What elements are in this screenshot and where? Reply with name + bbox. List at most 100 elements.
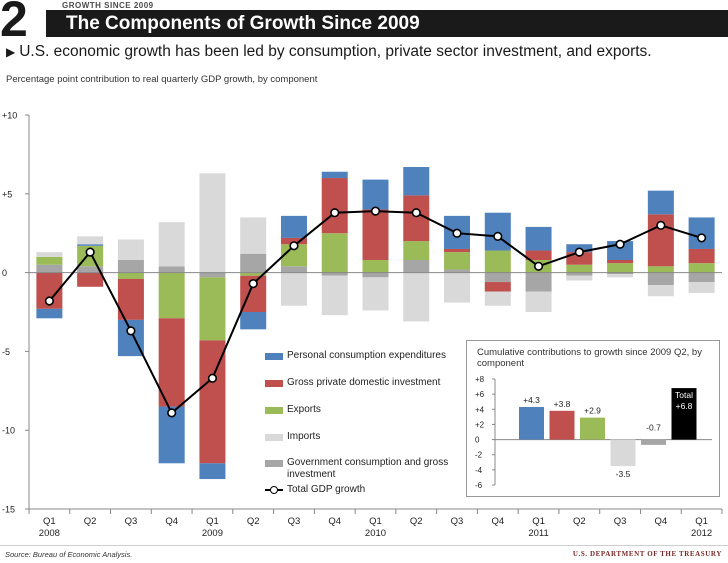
x-tick-label: Q3 <box>451 516 464 527</box>
inset-data-label: +3.8 <box>554 399 571 409</box>
x-tick-label: Q2 <box>247 516 260 527</box>
bar-imports <box>199 173 226 273</box>
x-tick-label: Q4 <box>491 516 504 527</box>
inset-data-label: -3.5 <box>616 469 631 479</box>
bar-government <box>525 272 552 292</box>
inset-chart: +8 +6 +4 +2 0 -2 -4 -6 +4.3 +3.8 +2.9 -3.5 -0.7 Total… <box>475 375 712 490</box>
bar-consumption <box>525 226 552 251</box>
legend-swatch-investment <box>265 380 283 387</box>
x-tick-label: Q4 <box>165 516 178 527</box>
bar-imports <box>525 291 552 312</box>
x-year-label: 2009 <box>202 528 223 539</box>
bar-exports <box>647 266 674 273</box>
total-gdp-point <box>411 208 421 218</box>
headline: ▶ U.S. economic growth has been led by co… <box>6 43 652 61</box>
bar-exports <box>36 256 63 265</box>
bar-government <box>362 272 389 278</box>
total-gdp-point <box>85 247 95 257</box>
bar-government <box>240 253 267 273</box>
inset-data-label: +4.3 <box>523 395 540 405</box>
total-gdp-point <box>207 373 218 383</box>
bar-imports <box>240 217 267 254</box>
x-year-label: 2012 <box>691 528 712 539</box>
slide-number: 2 <box>0 0 28 47</box>
x-tick-label: Q2 <box>573 516 586 527</box>
total-gdp-point <box>44 296 54 306</box>
bar-exports <box>240 272 267 276</box>
bar-investment <box>77 272 104 287</box>
bar-exports <box>321 233 348 273</box>
legend-swatch-exports <box>265 407 283 414</box>
total-gdp-point <box>248 279 258 289</box>
bar-government <box>117 259 144 273</box>
legend-label: Imports <box>287 431 321 442</box>
y-tick-label: +10 <box>2 111 17 121</box>
inset-y-tick-label: -2 <box>475 451 483 460</box>
bar-imports <box>607 274 634 278</box>
x-year-label: 2008 <box>39 528 60 539</box>
page-title: The Components of Growth Since 2009 <box>66 13 420 34</box>
total-gdp-point <box>370 206 381 216</box>
bar-government <box>688 272 715 283</box>
bar-exports <box>484 250 511 273</box>
footer-rule <box>0 545 728 546</box>
legend-item-total: Total GDP growth <box>265 484 365 508</box>
inset-y-tick-label: +4 <box>475 405 485 414</box>
total-gdp-line-layer <box>44 206 707 418</box>
bar-government <box>321 272 348 276</box>
inset-y-tick-label: +6 <box>475 390 485 399</box>
y-tick-label: -5 <box>2 347 10 357</box>
bar-imports <box>117 239 144 260</box>
bar-exports <box>688 263 715 273</box>
total-gdp-point <box>493 231 503 241</box>
y-tick-label: -15 <box>2 505 15 515</box>
bar-imports <box>77 236 104 245</box>
bar-consumption <box>36 308 63 319</box>
bar-consumption <box>647 190 674 215</box>
bar-exports <box>362 259 389 273</box>
bar-investment <box>688 248 715 264</box>
bar-investment <box>158 318 185 407</box>
bar-consumption <box>321 171 348 179</box>
inset-y-tick-label: -4 <box>475 466 483 475</box>
bar-imports <box>158 222 185 267</box>
bar-government <box>607 272 634 275</box>
bar-imports <box>362 277 389 311</box>
bar-investment <box>607 259 634 264</box>
total-gdp-point <box>330 208 340 218</box>
x-tick-label: Q3 <box>125 516 138 527</box>
legend-item-consumption: Personal consumption expenditures <box>265 350 446 374</box>
bar-consumption <box>362 179 389 210</box>
bar-consumption <box>403 167 430 196</box>
legend-swatch-consumption <box>265 353 283 360</box>
bar-government <box>403 259 430 273</box>
bar-government <box>158 266 185 273</box>
bar-imports <box>321 275 348 316</box>
bar-exports <box>403 241 430 260</box>
inset-y-tick-label: -6 <box>475 481 483 490</box>
legend-label: Exports <box>287 404 321 415</box>
total-gdp-point <box>574 247 584 257</box>
bar-imports <box>36 252 63 257</box>
source-note: Source: Bureau of Economic Analysis. <box>5 550 133 559</box>
bar-exports <box>607 263 634 273</box>
inset-data-label: +6.8 <box>676 401 693 411</box>
x-tick-label: Q1 <box>206 516 219 527</box>
x-tick-label: Q1 <box>43 516 56 527</box>
bar-exports <box>566 264 593 273</box>
bar-imports <box>688 282 715 294</box>
legend-label: Total GDP growth <box>287 484 366 495</box>
legend-swatch-government <box>265 460 283 467</box>
triangle-bullet-icon: ▶ <box>6 45 16 59</box>
total-gdp-point <box>615 239 625 249</box>
bar-investment <box>484 282 511 292</box>
bar-investment <box>280 237 307 245</box>
total-gdp-point <box>452 228 462 238</box>
bar-imports <box>566 275 593 281</box>
bar-exports <box>199 277 226 341</box>
legend-swatch-imports <box>265 434 283 441</box>
x-tick-label: Q2 <box>410 516 423 527</box>
inset-y-tick-label: +2 <box>475 420 485 429</box>
y-tick-label: 0 <box>2 268 7 278</box>
headline-text: U.S. economic growth has been led by con… <box>19 43 652 60</box>
